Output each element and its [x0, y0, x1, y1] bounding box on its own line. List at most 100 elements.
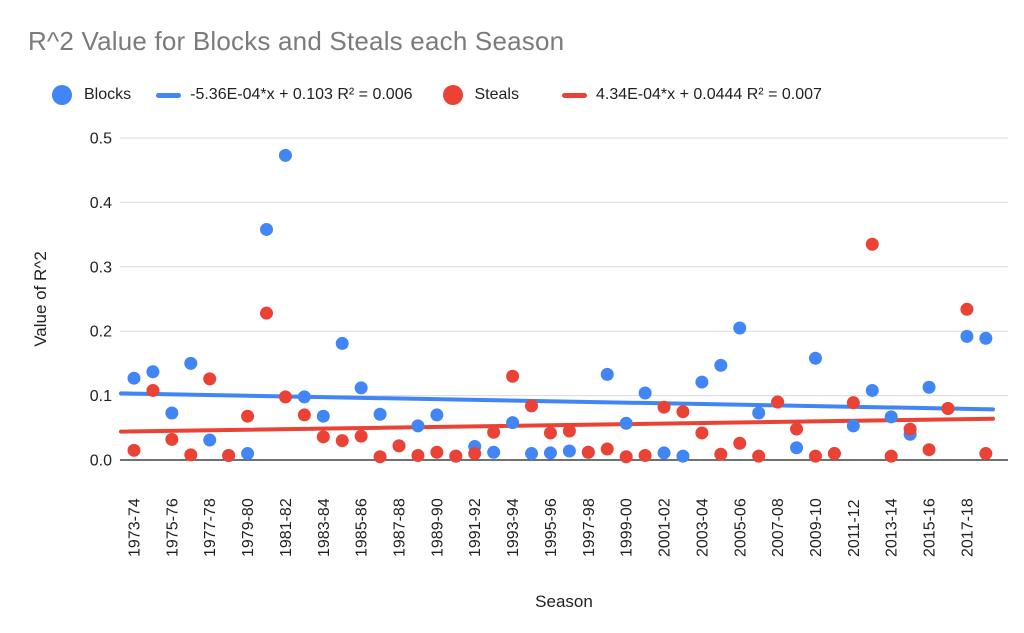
data-point-blocks	[297, 390, 311, 404]
data-point-blocks	[600, 367, 614, 381]
data-point-blocks	[808, 351, 822, 365]
data-point-blocks	[506, 416, 520, 430]
x-tick-label: 2009-10	[808, 498, 825, 557]
data-point-blocks	[676, 449, 690, 463]
data-point-steals	[335, 434, 349, 448]
legend-item-steals: Steals	[442, 85, 519, 105]
x-tick-label: 2015-16	[922, 498, 939, 557]
blocks-point-swatch	[52, 85, 72, 105]
data-point-blocks	[316, 409, 330, 423]
data-point-blocks	[146, 365, 160, 379]
data-point-steals	[146, 383, 160, 397]
x-tick-label: 2001-02	[657, 498, 674, 557]
data-point-blocks	[525, 447, 539, 461]
data-point-blocks	[487, 445, 501, 459]
data-point-steals	[222, 448, 236, 462]
data-point-steals	[619, 450, 633, 464]
data-point-steals	[316, 430, 330, 444]
data-point-steals	[411, 448, 425, 462]
x-tick-label: 1997-98	[581, 498, 598, 557]
x-tick-label: 1975-76	[164, 498, 181, 557]
x-tick-label: 1993-94	[505, 498, 522, 557]
x-axis-title: Season	[535, 592, 593, 611]
data-point-steals	[903, 422, 917, 436]
data-point-blocks	[260, 222, 274, 236]
data-point-blocks	[430, 408, 444, 422]
data-point-blocks	[695, 375, 709, 389]
data-point-steals	[676, 405, 690, 419]
data-point-steals	[278, 390, 292, 404]
x-tick-label: 2017-18	[959, 498, 976, 557]
data-point-blocks	[203, 433, 217, 447]
data-point-steals	[714, 447, 728, 461]
data-point-blocks	[278, 148, 292, 162]
trendline-steals	[119, 416, 995, 434]
trendline-blocks	[119, 391, 995, 412]
x-tick-label: 1999-00	[619, 498, 636, 557]
data-point-steals	[506, 369, 520, 383]
chart-legend: Blocks -5.36E-04*x + 0.103 R² = 0.006 St…	[52, 84, 822, 106]
data-point-blocks	[960, 329, 974, 343]
data-point-blocks	[752, 406, 766, 420]
data-point-steals	[922, 443, 936, 457]
x-tick-label: 2011-12	[846, 499, 863, 557]
x-tick-label: 1983-84	[316, 498, 333, 557]
y-tick-label: 0.1	[90, 388, 112, 405]
data-point-blocks	[241, 447, 255, 461]
y-tick-label: 0.5	[90, 131, 112, 148]
steals-legend-label: Steals	[474, 86, 519, 103]
data-point-blocks	[922, 380, 936, 394]
data-point-steals	[127, 443, 141, 457]
data-point-steals	[468, 447, 482, 461]
data-point-blocks	[373, 407, 387, 421]
data-point-steals	[657, 400, 671, 414]
y-tick-label: 0.3	[90, 259, 112, 276]
data-point-steals	[846, 396, 860, 410]
x-tick-label: 2013-14	[884, 498, 901, 557]
data-point-blocks	[846, 419, 860, 433]
data-point-steals	[260, 306, 274, 320]
data-point-steals	[373, 450, 387, 464]
data-point-blocks	[865, 383, 879, 397]
x-tick-label: 1973-74	[127, 498, 144, 557]
x-tick-label: 1989-90	[429, 498, 446, 557]
data-point-steals	[771, 395, 785, 409]
x-tick-label: 1987-88	[392, 498, 409, 557]
x-tick-label: 2003-04	[694, 498, 711, 557]
x-tick-label: 1977-78	[202, 498, 219, 557]
y-tick-label: 0.0	[90, 453, 112, 470]
legend-item-blocks: Blocks	[52, 85, 131, 105]
x-tick-label: 2007-08	[770, 498, 787, 557]
data-point-steals	[297, 408, 311, 422]
x-tick-label: 1995-96	[543, 498, 560, 557]
data-point-blocks	[562, 444, 576, 458]
data-point-steals	[449, 449, 463, 463]
x-tick-label: 1979-80	[240, 498, 257, 557]
data-point-steals	[543, 426, 557, 440]
data-point-steals	[752, 449, 766, 463]
data-point-steals	[165, 432, 179, 446]
data-point-steals	[392, 439, 406, 453]
blocks-trendline-swatch	[156, 92, 182, 98]
data-point-steals	[581, 445, 595, 459]
data-point-steals	[960, 302, 974, 316]
data-point-blocks	[335, 336, 349, 350]
data-point-steals	[865, 237, 879, 251]
steals-trendline-swatch	[561, 92, 587, 98]
data-point-blocks	[165, 406, 179, 420]
y-tick-label: 0.4	[90, 195, 112, 212]
x-tick-label: 1991-92	[467, 498, 484, 557]
legend-item-steals-trendline: 4.34E-04*x + 0.0444 R² = 0.007	[561, 86, 822, 104]
data-point-steals	[241, 409, 255, 423]
data-point-steals	[487, 425, 501, 439]
legend-item-blocks-trendline: -5.36E-04*x + 0.103 R² = 0.006	[156, 86, 413, 104]
data-point-blocks	[714, 358, 728, 372]
data-point-steals	[525, 399, 539, 413]
y-axis-title: Value of R^2	[31, 251, 50, 347]
data-point-steals	[562, 424, 576, 438]
data-point-steals	[733, 436, 747, 450]
x-tick-label: 1985-86	[354, 498, 371, 557]
data-point-steals	[827, 447, 841, 461]
